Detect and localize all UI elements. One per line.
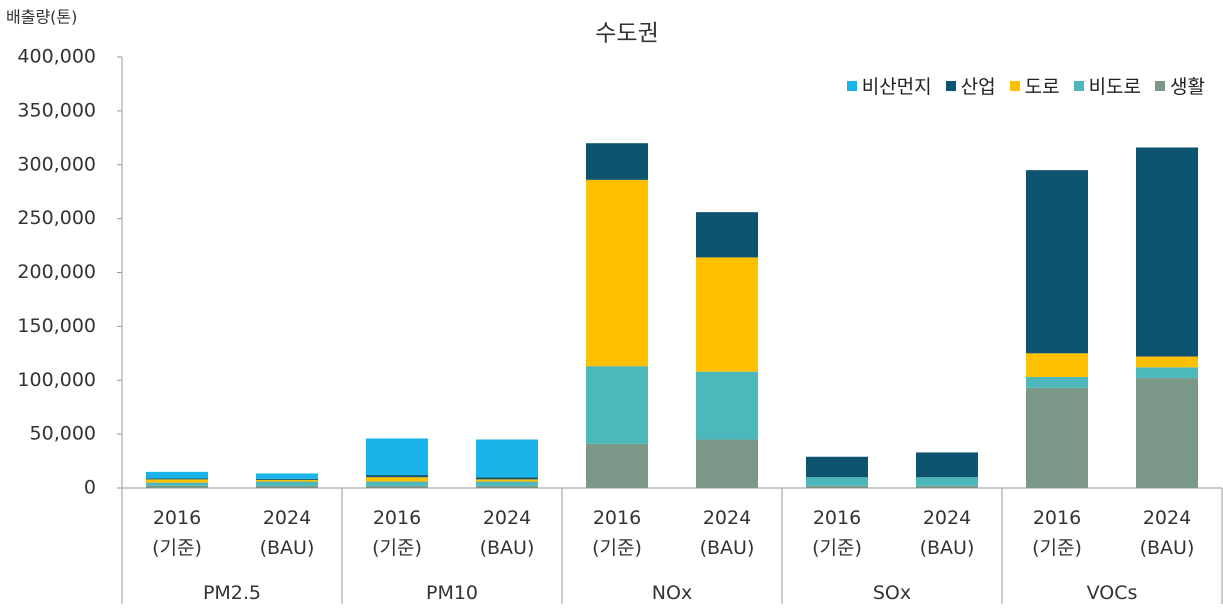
bar-segment [916,452,978,478]
bar-segment [256,473,318,479]
legend-label: 비산먼지 [861,76,932,98]
bar-segment [806,485,868,488]
bar-segment [146,479,208,483]
y-tick-label: 200,000 [17,261,96,283]
legend-item: 비산먼지 [846,72,932,99]
legend-item: 생활 [1155,72,1205,99]
bar-segment [696,212,758,258]
legend-label: 산업 [960,76,996,98]
legend-swatch [1009,80,1020,91]
bar-segment [476,479,538,482]
bar-segment [1136,356,1198,368]
y-tick-label: 50,000 [30,423,96,445]
x-tick-label: 2016 (기준) [592,507,642,559]
legend: 비산먼지 산업 도로 비도로 생활 [846,72,1205,99]
x-tick-label: 2016 (기준) [152,507,202,559]
legend-item: 산업 [945,72,996,99]
bar-segment [1026,170,1088,354]
y-tick-label: 300,000 [17,153,96,175]
bar-segment [256,478,318,480]
x-tick-label: 2016 (기준) [812,507,862,559]
legend-swatch [945,80,956,91]
legend-swatch [846,80,857,91]
bar-segment [806,477,868,486]
x-tick-label: 2024 (BAU) [1139,507,1195,559]
bar-segment [146,478,208,480]
bar-segment [1136,147,1198,357]
legend-item: 도로 [1009,72,1060,99]
bar-segment [146,482,208,486]
bar-segment [256,481,318,486]
legend-label: 도로 [1024,76,1060,98]
legend-swatch [1073,80,1084,91]
bar-segment [916,485,978,488]
group-label: VOCs [1086,582,1138,604]
bar-segment [366,438,428,476]
bar-segment [1026,377,1088,388]
bar-segment [586,179,648,367]
group-label: PM2.5 [202,582,262,604]
x-tick-label: 2024 (BAU) [259,507,315,559]
legend-swatch [1155,80,1166,91]
bar-segment [1026,387,1088,488]
x-tick-label: 2024 (BAU) [479,507,535,559]
group-label: PM10 [425,582,479,604]
bar-segment [256,479,318,482]
bar-segment [146,471,208,479]
y-axis-title: 배출량(톤) [6,8,77,27]
bar-segment [586,366,648,444]
y-tick-label: 400,000 [17,46,96,68]
x-tick-label: 2016 (기준) [372,507,422,559]
y-tick-label: 150,000 [17,315,96,337]
group-label: NOx [651,582,693,604]
bar-segment [476,481,538,486]
y-tick-label: 100,000 [17,369,96,391]
bar-segment [586,143,648,180]
legend-label: 생활 [1170,76,1205,98]
bar-segment [476,439,538,478]
y-tick-label: 0 [84,477,96,499]
bar-segment [476,485,538,488]
group-label: SOx [872,582,912,604]
bar-segment [696,257,758,372]
bar-segment [1136,367,1198,379]
y-tick-label: 250,000 [17,207,96,229]
bar-segment [1136,378,1198,488]
y-tick-label: 350,000 [17,99,96,121]
bar-segment [256,485,318,488]
bar-segment [366,475,428,478]
legend-label: 비도로 [1088,76,1142,98]
bar-segment [586,443,648,488]
x-tick-label: 2016 (기준) [1032,507,1082,559]
bar-segment [366,485,428,488]
bar-segment [696,439,758,488]
x-tick-label: 2024 (BAU) [919,507,975,559]
bar-segment [696,371,758,440]
bar-segment [366,481,428,486]
chart-title: 수도권 [595,21,658,47]
bar-segment [916,477,978,486]
legend-item: 비도로 [1073,72,1142,99]
bar-segment [806,456,868,478]
bar-segment [476,477,538,480]
bar-segment [366,477,428,482]
bar-segment [1026,353,1088,378]
x-tick-label: 2024 (BAU) [699,507,755,559]
bar-segment [146,485,208,488]
